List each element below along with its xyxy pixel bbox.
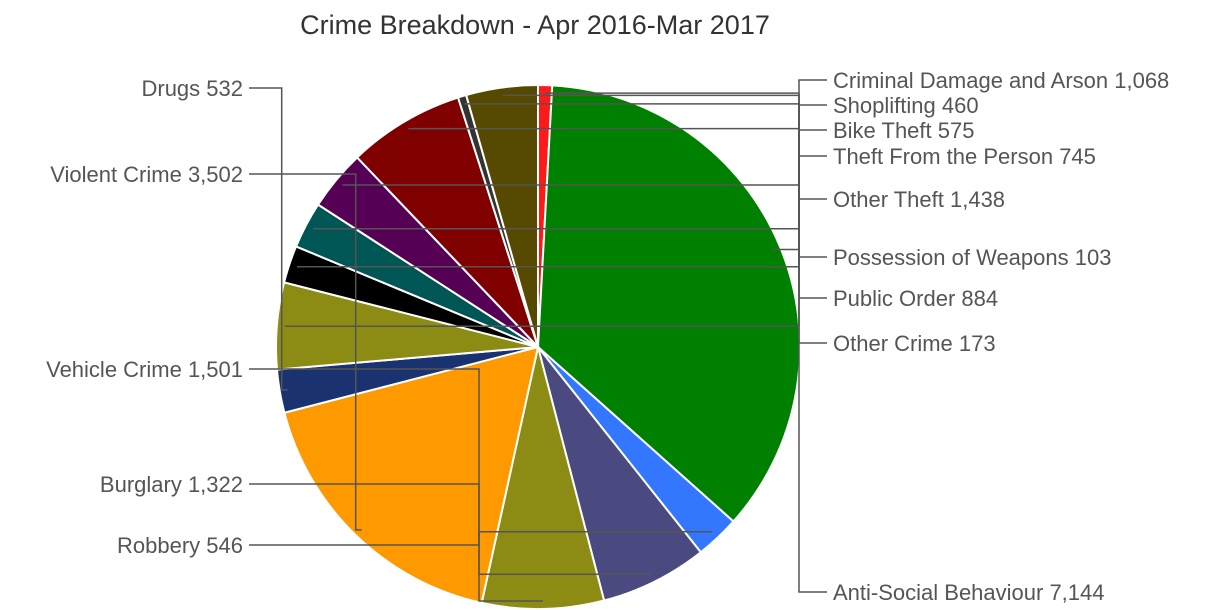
slice-label-other-crime: Other Crime 173 xyxy=(833,331,996,356)
slice-label-burglary: Burglary 1,322 xyxy=(100,472,243,497)
pie-slice-burglary xyxy=(537,346,703,602)
pie-slice-anti-social-behaviour xyxy=(536,84,801,523)
leader-line-vehicle-crime xyxy=(249,368,543,602)
pie-slice-violent-crime xyxy=(283,345,540,605)
chart-title: Crime Breakdown - Apr 2016-Mar 2017 xyxy=(300,10,770,40)
slice-label-shoplifting: Shoplifting 460 xyxy=(833,93,979,118)
slice-label-criminal-damage-and-arson: Criminal Damage and Arson 1,068 xyxy=(833,68,1169,93)
pie-slice-other-theft xyxy=(355,96,539,348)
slice-label-anti-social-behaviour: Anti-Social Behaviour 7,144 xyxy=(833,580,1105,605)
leader-line-drugs xyxy=(249,87,288,391)
slice-label-possession-of-weapons: Possession of Weapons 103 xyxy=(833,245,1111,270)
slice-label-bike-theft: Bike Theft 575 xyxy=(833,118,974,143)
leader-line-public-order xyxy=(502,94,827,299)
leader-line-anti-social-behaviour xyxy=(772,248,827,593)
slice-label-other-theft: Other Theft 1,438 xyxy=(833,187,1005,212)
slice-label-robbery: Robbery 546 xyxy=(117,533,243,558)
slice-label-theft-from-the-person: Theft From the Person 745 xyxy=(833,144,1096,169)
leader-lines xyxy=(249,79,827,602)
slice-label-public-order: Public Order 884 xyxy=(833,286,998,311)
pie-slice-public-order xyxy=(464,83,539,348)
slice-label-vehicle-crime: Vehicle Crime 1,501 xyxy=(46,357,243,382)
pie-slice-vehicle-crime xyxy=(480,346,606,610)
pie-slices xyxy=(275,83,801,610)
leader-line-violent-crime xyxy=(249,173,362,531)
slice-label-violent-crime: Violent Crime 3,502 xyxy=(50,162,243,187)
slice-labels: Other Crime 173 Anti-Social Behaviour 7,1… xyxy=(46,68,1169,605)
slice-label-drugs: Drugs 532 xyxy=(141,76,243,101)
